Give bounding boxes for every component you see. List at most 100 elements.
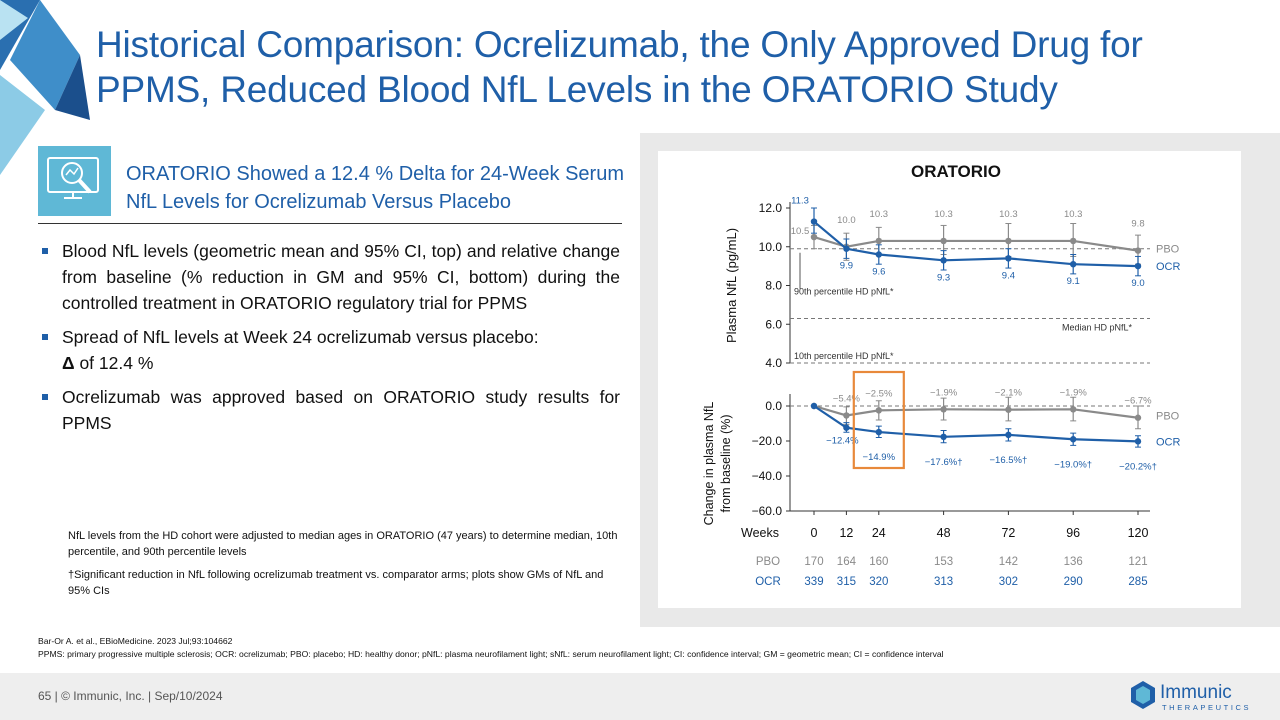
pbo-point [1134,247,1142,254]
ocr-point [810,402,818,410]
y-tick-label-bottom: −40.0 [752,469,783,483]
ocr-point [940,433,947,440]
table-cell: 285 [1128,576,1147,588]
x-tick-label: 120 [1128,526,1149,540]
footnote: †Significant reduction in NfL following … [68,569,604,597]
table-row-label: PBO [756,556,780,568]
ocr-data-label: −12.4% [826,436,859,447]
ocr-point [1070,436,1077,443]
footnotes: NfL levels from the HD cohort were adjus… [68,528,620,606]
table-cell: 313 [934,576,953,588]
subheading: ORATORIO Showed a 12.4 % Delta for 24-We… [126,163,624,213]
y-axis-label-bottom-1: Change in plasma NfL [702,402,716,526]
pbo-point [875,237,882,245]
pbo-data-label: −2.1% [995,388,1023,399]
bullet-item: Blood NfL levels (geometric mean and 95%… [40,238,620,316]
bullet-item: Spread of NfL levels at Week 24 ocrelizu… [40,324,620,376]
delta-symbol: Δ [62,353,75,373]
footer-text: 65 | © Immunic, Inc. | Sep/10/2024 [38,689,223,703]
ocr-point [843,245,850,252]
ocr-point [1070,260,1077,268]
table-cell: 121 [1128,556,1147,568]
bullet-text: Spread of NfL levels at Week 24 ocrelizu… [62,327,539,347]
x-tick-label: 48 [937,526,951,540]
pbo-legend-label: PBO [1156,411,1180,423]
reference-line-label: Median HD pNfL* [1062,322,1133,332]
logo-name: Immunic [1160,682,1232,703]
y-tick-label-top: 12.0 [759,201,783,215]
ocr-point [940,257,947,264]
pbo-data-label: −6.7% [1124,396,1152,407]
pbo-data-label: 9.8 [1131,219,1144,230]
corner-decoration [0,0,90,175]
table-cell: 160 [869,556,888,568]
y-tick-label-top: 4.0 [765,356,782,370]
pbo-point [875,407,882,414]
footnote: NfL levels from the HD cohort were adjus… [68,530,618,558]
y-tick-label-bottom: −20.0 [752,434,783,448]
ocr-point [1134,438,1142,445]
pbo-data-label: −5.4% [833,393,861,404]
table-cell: 339 [804,576,823,588]
ocr-point [843,424,850,431]
table-cell: 136 [1064,556,1083,568]
ocr-data-label: −16.5%† [990,455,1028,466]
ocr-data-label: −20.2%† [1119,461,1157,472]
table-cell: 290 [1064,576,1083,588]
oratorio-chart: ORATORIO 12.0 10.0 8.0 6.0 4.0 Plasma NfL (pg/… [658,151,1241,608]
y-tick-label-top: 10.0 [759,240,783,254]
y-tick-label-bottom: −60.0 [752,504,783,518]
ocr-point [1005,431,1012,439]
pbo-point [843,412,850,419]
pbo-point [940,406,947,413]
y-axis-label-top: Plasma NfL (pg/mL) [724,228,739,343]
ocr-point [875,428,882,436]
logo-subtitle: THERAPEUTICS [1162,703,1252,712]
y-tick-label-top: 8.0 [765,279,782,293]
pbo-data-label: 10.3 [1064,209,1083,220]
pbo-point [940,237,947,245]
abbreviations: PPMS: primary progressive multiple scler… [38,649,944,659]
table-cell: 315 [837,576,856,588]
y-tick-label-top: 6.0 [765,317,782,331]
table-cell: 170 [804,556,823,568]
ocr-data-label: 9.0 [1131,278,1144,289]
pbo-data-label: −1.9% [1060,387,1088,398]
pbo-point [1070,406,1077,413]
pbo-data-label: −1.9% [930,387,958,398]
ocr-point [810,218,818,225]
pbo-legend-label: PBO [1156,244,1180,256]
pbo-data-label: 10.5 [791,226,810,237]
ocr-data-label: 9.1 [1067,276,1080,287]
logo-mark-icon [1131,681,1155,709]
pbo-data-label: 10.3 [934,209,953,220]
y-tick-label-bottom: 0.0 [765,399,782,413]
chart-title: ORATORIO [911,162,1001,181]
x-tick-label: 24 [872,526,886,540]
company-logo: Immunic THERAPEUTICS [1130,680,1260,714]
pbo-line [813,404,1139,419]
page-title: Historical Comparison: Ocrelizumab, the … [96,24,1143,110]
table-cell: 302 [999,576,1018,588]
ocr-data-label: 9.3 [937,272,950,283]
week-24-highlight [852,370,905,470]
ocr-legend-label: OCR [1156,261,1181,273]
pbo-data-label: 10.3 [870,209,889,220]
ocr-data-label: −19.0%† [1054,459,1092,470]
ocr-data-label: −17.6%† [925,457,963,468]
ocr-point [875,251,882,258]
x-tick-label: 0 [811,526,818,540]
ocr-legend-label: OCR [1156,436,1181,448]
pbo-point [1005,237,1012,245]
pbo-point [1005,406,1012,413]
y-axis-label-bottom-2: from baseline (%) [719,415,733,513]
pbo-point [1070,237,1077,245]
ocr-data-label: 9.6 [872,267,885,278]
reference-line-label: 10th percentile HD pNfL* [794,351,894,361]
reference-line-label: 90th percentile HD pNfL* [794,287,894,297]
divider [38,223,622,224]
pbo-point [1134,414,1142,421]
delta-value: of 12.4 % [74,353,154,373]
table-cell: 142 [999,556,1018,568]
pbo-data-label: 10.3 [999,209,1018,220]
